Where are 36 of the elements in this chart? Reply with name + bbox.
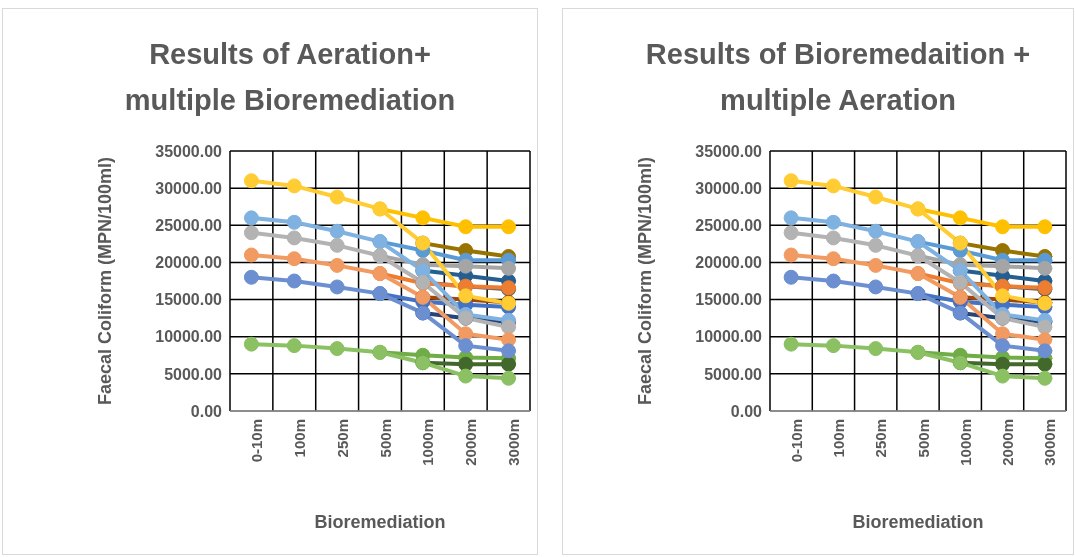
y-tick-label: 0.00	[730, 402, 763, 420]
y-tick-label: 25000.00	[155, 216, 223, 234]
y-tick-label: 20000.00	[695, 254, 763, 272]
x-tick-label: 2000m	[462, 419, 480, 466]
y-tick-label: 5000.00	[164, 365, 223, 383]
x-tick-label: 0-10m	[248, 419, 266, 463]
y-tick-label: 20000.00	[155, 254, 223, 272]
chart-title: Results of Bioremedaition + multiple Aeration	[644, 37, 1032, 118]
y-tick-label: 15000.00	[155, 291, 223, 309]
x-tick-label: 100m	[290, 419, 308, 458]
y-tick-label: 25000.00	[695, 216, 763, 234]
x-tick-label: 2000m	[999, 419, 1017, 466]
x-tick-label: 3000m	[1041, 419, 1059, 466]
y-tick-label: 30000.00	[695, 179, 763, 197]
x-tick-label: 1000m	[419, 419, 437, 466]
y-tick-label: 30000.00	[155, 179, 223, 197]
y-axis-title: Faecal Coliform (MPN/100ml)	[95, 156, 116, 406]
y-tick-label: 15000.00	[695, 291, 763, 309]
y-tick-label: 5000.00	[704, 365, 763, 383]
x-tick-label: 500m	[914, 419, 932, 458]
x-tick-label: 100m	[830, 419, 848, 458]
y-axis-title: Faecal Coliform (MPN/100ml)	[635, 156, 656, 406]
x-tick-label: 1000m	[956, 419, 974, 466]
x-tick-label: 3000m	[505, 419, 523, 466]
x-axis-title: Bioremediation	[852, 512, 984, 532]
y-tick-label: 35000.00	[155, 142, 223, 160]
y-tick-label: 10000.00	[695, 328, 763, 346]
x-tick-label: 0-10m	[787, 419, 805, 463]
y-tick-label: 10000.00	[155, 328, 223, 346]
y-tick-label: 0.00	[190, 402, 223, 420]
x-tick-label: 250m	[333, 419, 351, 458]
x-tick-label: 500m	[376, 419, 394, 458]
x-tick-label: 250m	[872, 419, 890, 458]
x-axis-title: Bioremediation	[314, 512, 446, 532]
y-tick-label: 35000.00	[695, 142, 763, 160]
chart-title: Results of Aeration+ multiple Bioremediation	[123, 37, 457, 118]
